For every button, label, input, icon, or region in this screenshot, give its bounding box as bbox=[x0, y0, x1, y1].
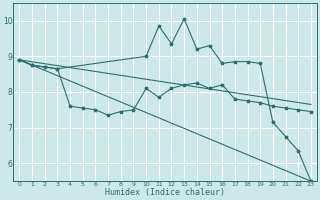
X-axis label: Humidex (Indice chaleur): Humidex (Indice chaleur) bbox=[105, 188, 225, 197]
